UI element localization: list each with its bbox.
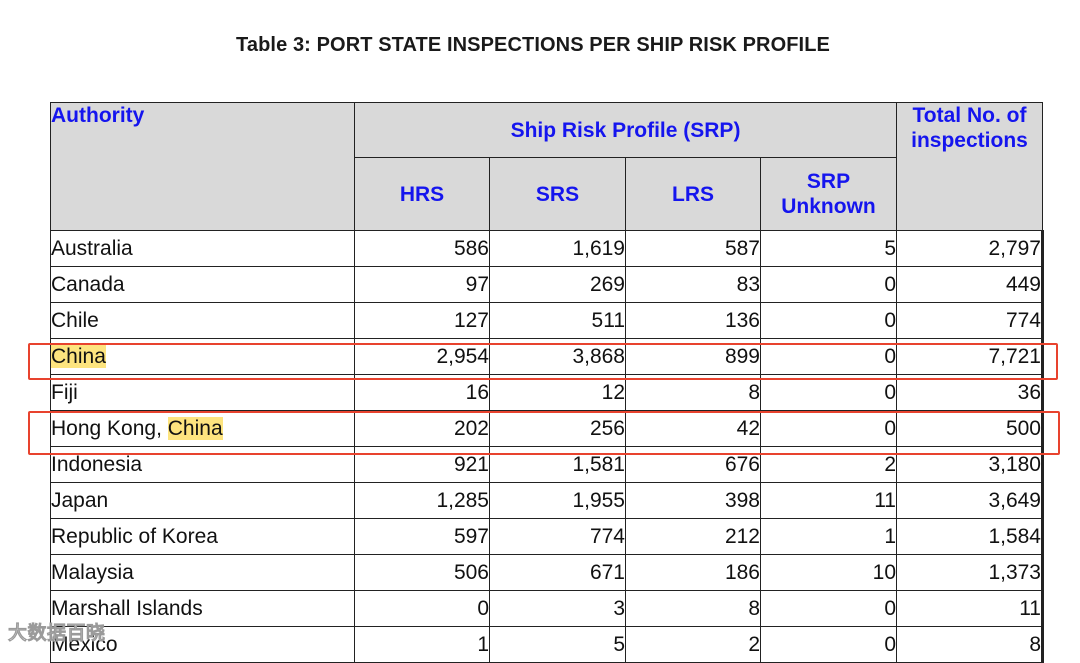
srp-unknown-cell: 1	[760, 518, 897, 555]
srs-cell: 671	[489, 554, 626, 591]
srs-cell: 1,581	[489, 446, 626, 483]
header-srp-group: Ship Risk Profile (SRP)	[354, 102, 897, 158]
table-row: Japan 1,285 1,955 398 11 3,649	[50, 482, 1044, 519]
table-row: Republic of Korea 597 774 212 1 1,584	[50, 518, 1044, 555]
authority-cell: Republic of Korea	[50, 518, 355, 555]
srp-unknown-cell: 0	[760, 626, 897, 663]
total-cell: 3,649	[896, 482, 1044, 519]
header-srp-unknown-line1: SRP	[806, 170, 851, 193]
total-cell: 500	[896, 410, 1044, 447]
authority-cell: Hong Kong, China	[50, 410, 355, 447]
srs-cell: 1,955	[489, 482, 626, 519]
table-row: Hong Kong, China 202 256 42 0 500	[50, 410, 1044, 447]
header-total-line2: inspections	[911, 129, 1028, 152]
header-total-line1: Total No. of	[912, 104, 1027, 127]
lrs-cell: 212	[625, 518, 761, 555]
header-authority: Authority	[50, 102, 355, 231]
table-row: Australia 586 1,619 587 5 2,797	[50, 230, 1044, 267]
hrs-cell: 16	[354, 374, 490, 411]
table-row: Indonesia 921 1,581 676 2 3,180	[50, 446, 1044, 483]
hong-kong-row-annotation	[28, 411, 1060, 455]
table-row: Fiji 16 12 8 0 36	[50, 374, 1044, 411]
lrs-cell: 587	[625, 230, 761, 267]
authority-cell: Marshall Islands	[50, 590, 355, 627]
total-cell: 1,584	[896, 518, 1044, 555]
header-lrs: LRS	[625, 157, 761, 231]
table-row: Marshall Islands 0 3 8 0 11	[50, 590, 1044, 627]
authority-cell: Australia	[50, 230, 355, 267]
total-cell: 1,373	[896, 554, 1044, 591]
inspections-table: Authority Ship Risk Profile (SRP) Total …	[50, 102, 1044, 663]
total-cell: 11	[896, 590, 1044, 627]
srp-unknown-cell: 11	[760, 482, 897, 519]
highlighted-text: China	[167, 417, 223, 440]
authority-cell: Japan	[50, 482, 355, 519]
header-hrs: HRS	[354, 157, 490, 231]
hrs-cell: 506	[354, 554, 490, 591]
hrs-cell: 1,285	[354, 482, 490, 519]
srs-cell: 256	[489, 410, 626, 447]
highlighted-text: China	[51, 345, 106, 368]
total-cell: 3,180	[896, 446, 1044, 483]
total-cell: 36	[896, 374, 1044, 411]
srs-cell: 12	[489, 374, 626, 411]
table-row: Malaysia 506 671 186 10 1,373	[50, 554, 1044, 591]
authority-cell: Canada	[50, 266, 355, 303]
hrs-cell: 586	[354, 230, 490, 267]
table-row: Chile 127 511 136 0 774	[50, 302, 1044, 339]
header-srs: SRS	[489, 157, 626, 231]
hrs-cell: 921	[354, 446, 490, 483]
table-row: Canada 97 269 83 0 449	[50, 266, 1044, 303]
lrs-cell: 676	[625, 446, 761, 483]
hrs-cell: 127	[354, 302, 490, 339]
srp-unknown-cell: 0	[760, 590, 897, 627]
authority-text: Hong Kong,	[51, 417, 168, 440]
hrs-cell: 97	[354, 266, 490, 303]
srs-cell: 269	[489, 266, 626, 303]
total-cell: 774	[896, 302, 1044, 339]
lrs-cell: 136	[625, 302, 761, 339]
srp-unknown-cell: 5	[760, 230, 897, 267]
authority-cell: Fiji	[50, 374, 355, 411]
header-srp-unknown: SRP Unknown	[760, 157, 897, 231]
header-total: Total No. of inspections	[896, 102, 1043, 231]
hrs-cell: 0	[354, 590, 490, 627]
authority-cell: Malaysia	[50, 554, 355, 591]
srs-cell: 5	[489, 626, 626, 663]
srs-cell: 774	[489, 518, 626, 555]
total-cell: 2,797	[896, 230, 1044, 267]
total-cell: 449	[896, 266, 1044, 303]
lrs-cell: 83	[625, 266, 761, 303]
watermark: 大数据百晓	[8, 623, 106, 645]
lrs-cell: 8	[625, 590, 761, 627]
table-row: Mexico 1 5 2 0 8	[50, 626, 1044, 663]
srp-unknown-cell: 0	[760, 302, 897, 339]
hrs-cell: 202	[354, 410, 490, 447]
hrs-cell: 1	[354, 626, 490, 663]
srp-unknown-cell: 10	[760, 554, 897, 591]
header-srp-unknown-line2: Unknown	[781, 195, 876, 218]
lrs-cell: 398	[625, 482, 761, 519]
hrs-cell: 597	[354, 518, 490, 555]
srs-cell: 1,619	[489, 230, 626, 267]
srs-cell: 511	[489, 302, 626, 339]
lrs-cell: 8	[625, 374, 761, 411]
china-row-annotation	[28, 343, 1058, 380]
lrs-cell: 186	[625, 554, 761, 591]
table-title: Table 3: PORT STATE INSPECTIONS PER SHIP…	[236, 34, 830, 56]
lrs-cell: 2	[625, 626, 761, 663]
srp-unknown-cell: 0	[760, 266, 897, 303]
authority-cell: Chile	[50, 302, 355, 339]
srs-cell: 3	[489, 590, 626, 627]
total-cell: 8	[896, 626, 1044, 663]
